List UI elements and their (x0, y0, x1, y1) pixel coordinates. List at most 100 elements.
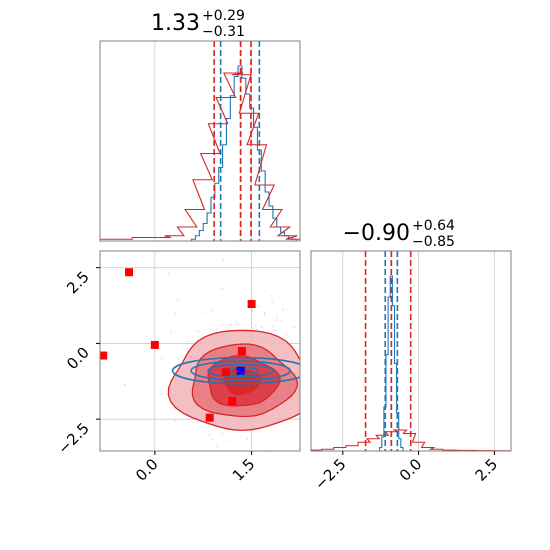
sample-dot (303, 296, 305, 298)
sample-dot (209, 327, 212, 330)
red-marker (205, 413, 214, 422)
sample-dot (304, 408, 306, 410)
sample-dot (246, 437, 248, 440)
sample-dot (211, 309, 214, 312)
sample-dot (222, 259, 225, 262)
sample-dot (221, 288, 224, 290)
red-marker (228, 397, 237, 405)
sample-dot (123, 384, 126, 387)
red-marker (125, 268, 134, 277)
y-tick-label: 2.5 (63, 268, 93, 298)
histogram-red (311, 429, 511, 451)
sample-dot (203, 311, 206, 314)
red-marker (247, 300, 256, 309)
sample-dot (301, 363, 303, 365)
sample-dot (306, 399, 308, 401)
plot-area (100, 251, 381, 488)
red-marker (237, 347, 246, 355)
sample-dot (186, 348, 188, 351)
sample-dot (254, 324, 257, 327)
blue-contour-level (190, 360, 291, 381)
x-tick-label: −2.5 (311, 455, 349, 493)
sample-dot (306, 330, 308, 332)
sample-dot (305, 448, 307, 450)
y-tick-label: 0.0 (63, 344, 93, 374)
sample-dot (328, 325, 330, 327)
marginal-x-panel: 1.33 +0.29−0.31 (99, 8, 301, 242)
sample-dot (174, 420, 177, 422)
sample-dot (160, 393, 163, 396)
panel-frame (99, 40, 301, 242)
histogram-blue (191, 65, 300, 241)
panel-frame (99, 250, 301, 452)
y-tick-label: −2.5 (54, 419, 92, 457)
sample-dot (379, 357, 381, 359)
sample-dot (211, 438, 214, 441)
sample-dot (225, 439, 228, 442)
sample-dot (221, 432, 224, 435)
plot-area (100, 41, 300, 241)
sample-dot (186, 340, 189, 343)
sample-dot (234, 320, 237, 323)
blue-marker (236, 366, 245, 375)
title-x-upper: +0.29 (202, 8, 245, 24)
red-marker (150, 340, 159, 349)
sample-dot (303, 449, 305, 451)
blue-contour-level (207, 363, 274, 378)
sample-dot (276, 319, 279, 322)
sample-dot (285, 333, 288, 336)
sample-dot (323, 420, 325, 422)
sample-dot (293, 326, 296, 329)
sample-dot (322, 366, 324, 368)
sample-dot (263, 313, 266, 316)
sample-dot (260, 326, 263, 329)
sample-dot (282, 308, 284, 311)
sample-dot (271, 301, 274, 304)
sample-dot (302, 381, 304, 383)
sample-dot (280, 319, 283, 322)
joint-panel: 0.0 1.5 2.5 0.0 −2.5 (54, 250, 381, 488)
title-y-lower: −0.85 (412, 234, 455, 250)
sample-dot (304, 375, 306, 377)
sample-dot (208, 434, 211, 436)
title-x-value: 1.33 (151, 11, 200, 36)
histogram-blue (379, 275, 404, 451)
sample-dot (197, 330, 199, 333)
sample-dot (177, 358, 180, 360)
sample-dot (303, 434, 305, 436)
x-tick-label: 0.0 (132, 455, 162, 485)
red-marker (221, 368, 230, 377)
sample-dot (177, 299, 179, 301)
red-marker (100, 351, 108, 360)
sample-dot (217, 452, 219, 454)
sample-dot (274, 329, 277, 332)
x-tick-label: 1.5 (229, 455, 259, 485)
sample-dot (145, 486, 147, 488)
sample-dot (216, 445, 219, 448)
sample-dot (174, 312, 176, 315)
sample-dot (255, 328, 258, 331)
sample-dot (250, 310, 253, 312)
title-y-value: −0.90 (343, 221, 410, 246)
sample-dot (263, 312, 266, 314)
sample-dot (257, 305, 260, 308)
plot-area (311, 251, 511, 451)
sample-dot (276, 316, 278, 318)
sample-dot (272, 325, 275, 328)
sample-dot (250, 267, 253, 270)
x-tick-label: 2.5 (472, 455, 502, 485)
title-x-lower: −0.31 (202, 24, 245, 40)
sample-dot (237, 323, 240, 326)
sample-dot (305, 385, 307, 387)
sample-dot (167, 272, 170, 275)
sample-dot (161, 357, 163, 359)
title-y-upper: +0.64 (412, 218, 455, 234)
sample-dot (229, 323, 232, 326)
sample-dot (221, 324, 223, 326)
x-tick-label: 0.0 (396, 455, 426, 485)
histogram-red (100, 72, 300, 240)
red-contour-level (223, 368, 261, 395)
blue-contour-level (171, 356, 300, 385)
sample-dot (325, 371, 327, 373)
